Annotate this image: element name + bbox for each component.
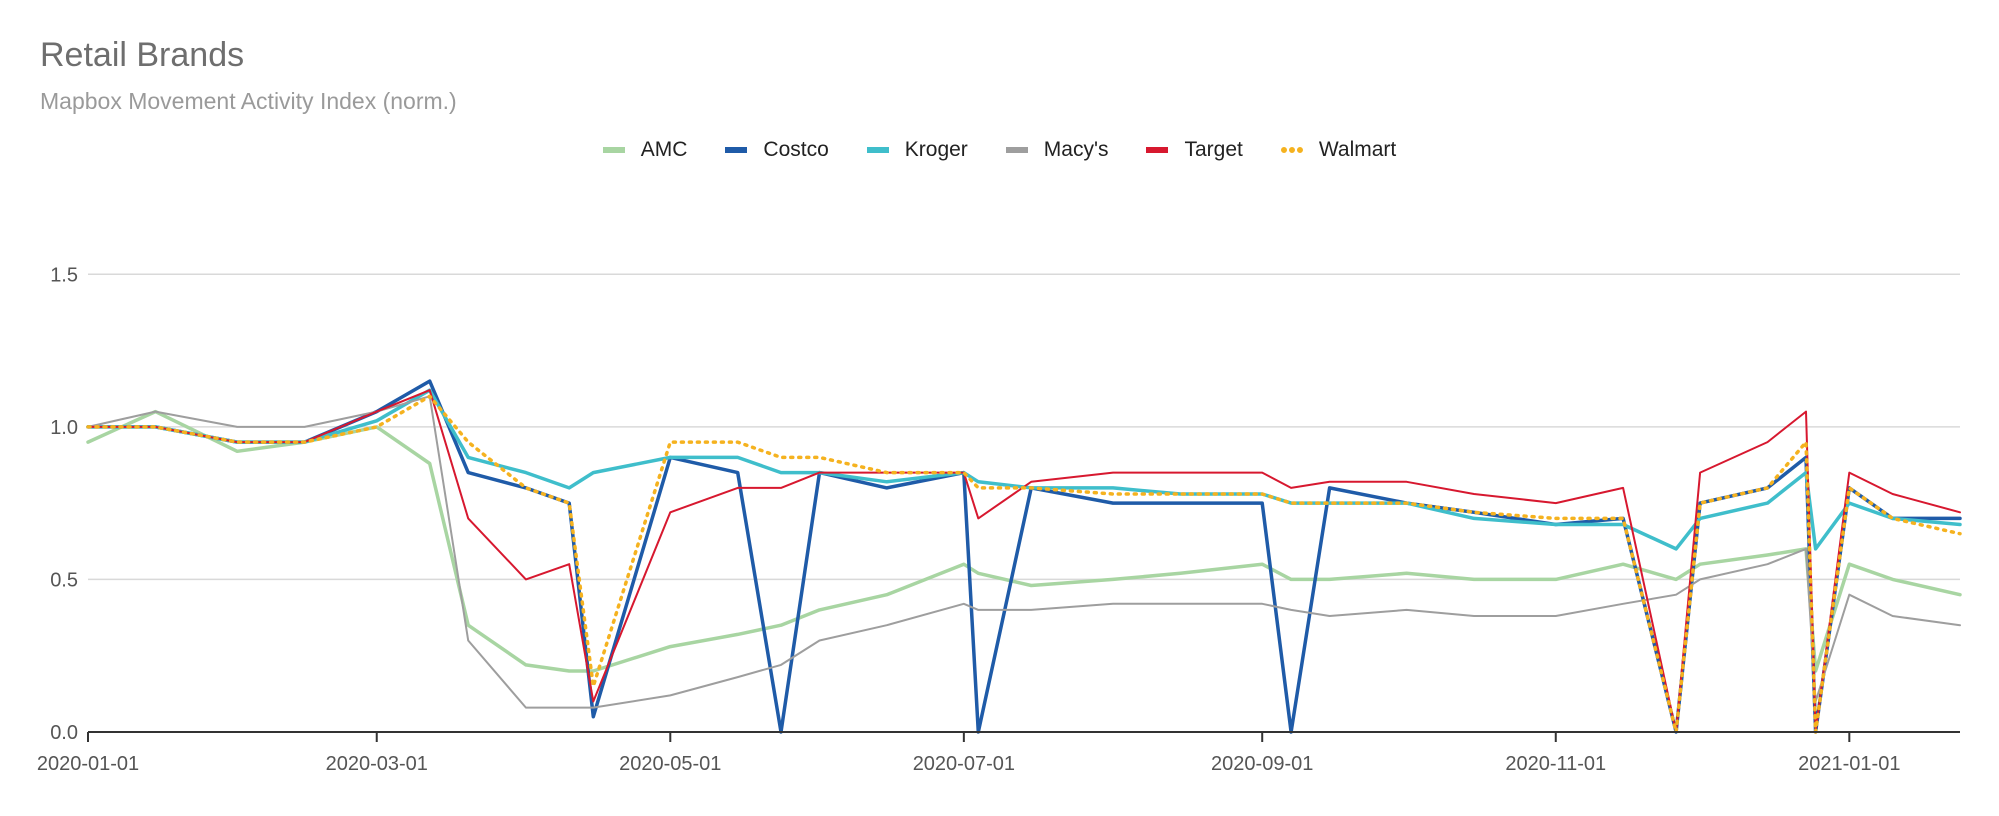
legend-swatch xyxy=(1280,147,1303,153)
chart-subtitle: Mapbox Movement Activity Index (norm.) xyxy=(40,88,457,114)
legend-label: Target xyxy=(1184,138,1243,161)
x-tick-label: 2021-01-01 xyxy=(1798,753,1900,775)
x-tick-label: 2020-03-01 xyxy=(326,753,428,775)
x-tick-label: 2020-11-01 xyxy=(1505,753,1606,775)
series-line-amc xyxy=(86,409,1962,673)
legend-item[interactable]: Costco xyxy=(725,138,829,162)
legend-swatch xyxy=(602,147,625,153)
legend-label: Costco xyxy=(763,138,829,161)
y-tick-label: 0.5 xyxy=(50,569,78,591)
series-line-target xyxy=(87,389,1961,733)
x-tick-label: 2020-01-01 xyxy=(37,753,139,775)
y-axis-labels: 0.0 0.5 1.0 1.5 xyxy=(50,264,78,744)
series-line-costco xyxy=(86,379,1962,734)
legend-item[interactable]: Macy's xyxy=(1005,138,1109,162)
legend-item[interactable]: Kroger xyxy=(866,138,968,162)
x-tick-label: 2020-05-01 xyxy=(619,753,721,775)
series-layer xyxy=(86,379,1962,734)
y-tick-label: 0.0 xyxy=(50,722,78,744)
y-tick-label: 1.5 xyxy=(50,264,78,286)
x-axis-labels: 2020-01-01 2020-03-01 2020-05-01 2020-07-01… xyxy=(37,753,1901,775)
legend-item[interactable]: AMC xyxy=(602,138,688,162)
legend-swatch xyxy=(1005,147,1028,153)
legend-label: Walmart xyxy=(1318,138,1397,161)
x-axis xyxy=(87,731,1960,742)
grid-lines xyxy=(88,273,1960,581)
x-tick-label: 2020-09-01 xyxy=(1211,753,1313,775)
x-tick-label: 2020-07-01 xyxy=(913,753,1015,775)
legend-item[interactable]: Target xyxy=(1146,138,1243,162)
legend-item[interactable]: Walmart xyxy=(1280,138,1397,162)
legend-swatch xyxy=(725,147,748,153)
chart-title: Retail Brands xyxy=(40,36,245,74)
legend-label: AMC xyxy=(640,138,688,161)
series-line-walmart xyxy=(86,394,1962,734)
y-tick-label: 1.0 xyxy=(50,417,78,439)
series-line-macys xyxy=(87,395,1961,709)
legend-label: Macy's xyxy=(1043,138,1109,161)
legend-swatch xyxy=(1146,147,1169,153)
chart-legend: AMC Costco Kroger Macy's Target Walmart xyxy=(0,138,1999,162)
legend-swatch xyxy=(866,147,889,153)
legend-label: Kroger xyxy=(904,138,968,161)
